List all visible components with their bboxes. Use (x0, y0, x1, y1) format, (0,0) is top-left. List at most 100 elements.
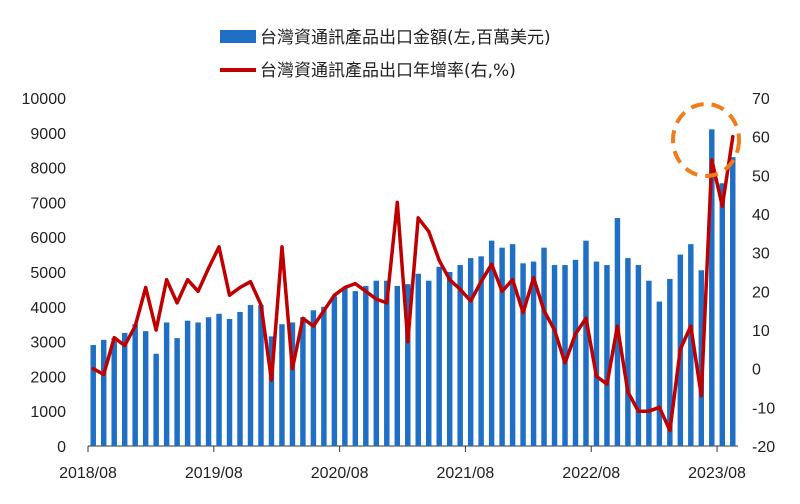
left-tick-label: 9000 (30, 126, 66, 143)
bar (394, 285, 400, 446)
bar (509, 244, 516, 446)
line-point (479, 280, 483, 284)
line-point (594, 374, 599, 378)
line-point (448, 278, 452, 282)
bar (478, 256, 484, 446)
left-tick-label: 5000 (30, 265, 66, 282)
line-point (290, 367, 295, 371)
line-point (406, 340, 410, 344)
bar (719, 183, 725, 446)
right-tick-label: 0 (752, 362, 761, 379)
legend-label-bar: 台灣資通訊產品出口金額(左,百萬美元) (260, 28, 551, 48)
right-tick-label: -20 (752, 439, 775, 456)
line-point (678, 347, 682, 351)
bar (237, 312, 243, 446)
line-point (175, 301, 179, 305)
line-point (91, 367, 95, 371)
bar (268, 336, 275, 446)
line-point (322, 309, 326, 313)
line-point (374, 297, 378, 301)
right-tick-label: 60 (752, 130, 770, 147)
bar (342, 287, 348, 446)
line-point (227, 293, 232, 297)
bar (142, 331, 149, 446)
right-tick-label: 50 (752, 168, 770, 185)
line-point (500, 289, 504, 293)
x-tick-label: 2023/08 (688, 465, 746, 482)
line-series-group (91, 134, 735, 433)
line-point (154, 328, 158, 332)
line-point (731, 135, 735, 139)
line-point (552, 328, 557, 332)
bar (415, 273, 421, 446)
bar (163, 322, 170, 446)
left-tick-label: 3000 (30, 335, 66, 352)
bar (405, 284, 411, 446)
left-tick-label: 2000 (30, 369, 66, 386)
line-point (458, 287, 462, 291)
bar (226, 318, 233, 446)
line-point (144, 285, 148, 290)
bar (604, 265, 610, 446)
line-point (636, 409, 641, 413)
highlight-circle (671, 102, 741, 178)
bar (583, 240, 589, 446)
line-point (657, 405, 661, 409)
line-point (217, 245, 221, 249)
bar (457, 265, 463, 446)
bar (635, 265, 642, 446)
line-point (573, 332, 578, 336)
bar (101, 339, 107, 446)
left-tick-label: 0 (57, 439, 66, 456)
x-tick-label: 2022/08 (562, 465, 620, 482)
bar (520, 263, 526, 446)
x-tick-label: 2021/08 (436, 465, 494, 482)
bar (572, 259, 579, 446)
line-point (385, 301, 389, 305)
bar (174, 338, 180, 446)
line-point (615, 324, 620, 328)
line-point (531, 276, 536, 280)
line-point (720, 204, 724, 208)
bar (90, 345, 96, 446)
bar (625, 258, 631, 446)
line-point (437, 258, 441, 262)
bar (321, 306, 327, 446)
bar-series (90, 129, 736, 446)
line-point (280, 245, 284, 249)
bar (132, 324, 138, 446)
right-tick-label: -10 (752, 400, 775, 417)
x-axis: 2018/08 2019/08 2020/08 2021/08 2022/08 2023/… (59, 446, 746, 482)
bar (258, 305, 264, 446)
line-point (196, 289, 200, 293)
line-point (427, 229, 431, 233)
bar (562, 265, 568, 446)
right-y-axis: -20 -10 0 10 20 30 40 50 60 70 (752, 91, 775, 456)
bar (184, 320, 191, 446)
line-point (542, 309, 546, 313)
bar (363, 285, 369, 446)
bar (656, 301, 663, 446)
bar (352, 291, 359, 446)
right-tick-label: 10 (752, 323, 770, 340)
legend-label-line: 台灣資通訊產品出口年增率(右,%) (260, 61, 516, 81)
line-point (311, 324, 316, 328)
line-point (343, 285, 347, 290)
line-point (112, 336, 116, 340)
line-point (353, 282, 357, 286)
left-tick-label: 8000 (30, 161, 66, 178)
line-point (626, 390, 630, 394)
line-point (563, 361, 567, 365)
x-tick-label: 2020/08 (311, 465, 369, 482)
line-point (269, 378, 274, 382)
growth-line (91, 134, 735, 433)
line-point (490, 262, 494, 266)
bar (551, 265, 558, 446)
bar (300, 317, 306, 446)
bar (688, 244, 694, 446)
bar (373, 280, 380, 446)
line-point (185, 278, 190, 282)
line-point (206, 266, 211, 270)
bar (310, 310, 317, 446)
